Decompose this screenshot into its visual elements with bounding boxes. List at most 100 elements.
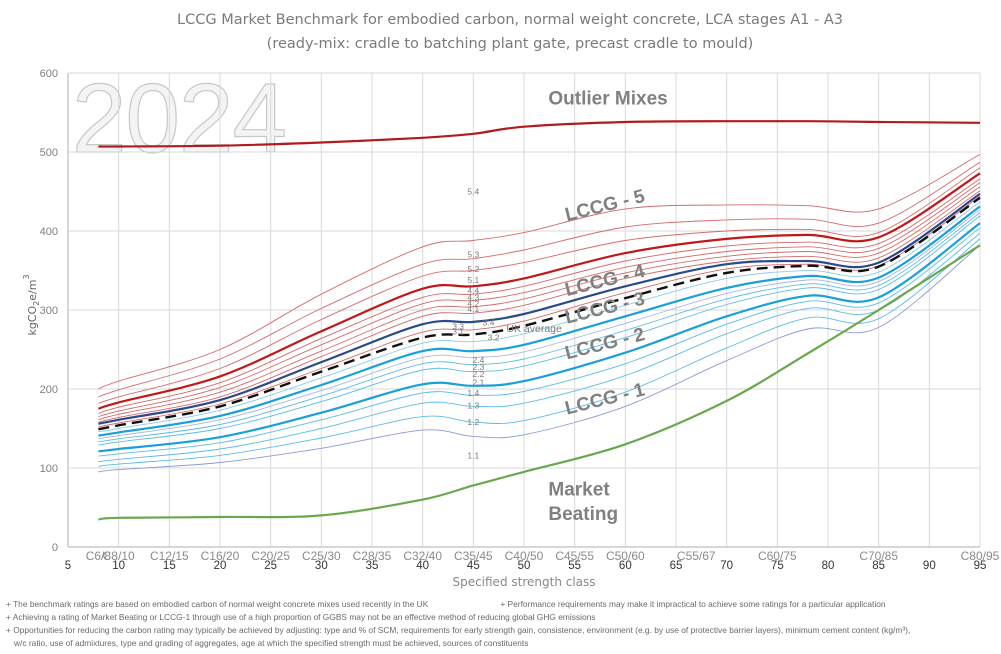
series-line-4-3: [98, 182, 981, 418]
x-tick-label: 15: [163, 560, 176, 572]
curve-label: UK average: [506, 323, 562, 335]
footnote-4: + Opportunities for reducing the carbon …: [6, 625, 911, 635]
curve-label: 5.1: [467, 275, 479, 285]
x-tick-label: 20: [214, 560, 227, 572]
x-tick-label: 90: [923, 560, 936, 572]
x-axis-label: Specified strength class: [452, 575, 595, 589]
strength-class-label: C32/40: [403, 549, 442, 563]
strength-class-label: C12/15: [150, 549, 189, 563]
curve-label: 3.3: [452, 322, 464, 332]
x-tick-label: 60: [619, 560, 632, 572]
x-tick-label: 75: [771, 560, 784, 572]
series-line-5-3: [98, 161, 981, 398]
series-line-3-2: [98, 201, 981, 433]
curve-label: 1.2: [467, 417, 479, 427]
curve-label: 1.4: [467, 388, 479, 398]
series-line-2-3: [98, 212, 981, 443]
x-tick-label: 45: [467, 560, 480, 572]
x-tick-label: 70: [720, 560, 733, 572]
curve-label: 3.1: [452, 326, 464, 336]
watermark-year: 2024: [72, 63, 286, 173]
x-tick-label: 40: [416, 560, 429, 572]
strength-class-label: C8/10: [103, 549, 135, 563]
x-tick-label: 30: [315, 560, 328, 572]
band-label: Outlier Mixes: [548, 89, 667, 110]
strength-class-label: C20/25: [251, 549, 290, 563]
x-tick-label: 65: [670, 560, 683, 572]
series-line-3-4: [98, 192, 981, 425]
series-line-5-4: [98, 154, 981, 390]
curve-label: 2.1: [472, 378, 484, 388]
band-label: Market: [548, 480, 610, 501]
curve-label: 3.2: [488, 333, 500, 343]
y-tick-label: 500: [40, 147, 58, 159]
curve-label: 4.4: [467, 285, 479, 295]
series-line-1-3: [98, 233, 981, 463]
series-line-4-4: [98, 178, 981, 414]
series-line-5-2: [98, 167, 981, 404]
series-line-5-1: [98, 172, 981, 410]
series-line-uk-average: [98, 196, 981, 431]
footnote-3: + Achieving a rating of Market Beating o…: [6, 612, 596, 622]
y-tick-label: 100: [40, 463, 58, 475]
strength-class-label: C25/30: [302, 549, 341, 563]
curve-label: 4.1: [467, 304, 479, 314]
strength-class-label: C6/8: [86, 549, 112, 563]
chart-title: LCCG Market Benchmark for embodied carbo…: [177, 12, 843, 52]
x-tick-label: 55: [568, 560, 581, 572]
series-line-1-2: [98, 238, 981, 467]
series-line-4-1: [98, 190, 981, 423]
y-axis-label: kgCO2e/m3: [22, 274, 41, 335]
chart: 2024 0 100 200 300 400 500 600 5 10 15 20 25 30 35 40 4…: [22, 62, 1000, 589]
x-tick-label: 10: [112, 560, 125, 572]
y-tick-label: 200: [40, 384, 58, 396]
strength-class-label: C50/60: [606, 549, 645, 563]
curve-label: 5.4: [467, 187, 479, 197]
strength-class-label: C60/75: [758, 549, 797, 563]
curve-label: 2.4: [472, 355, 484, 365]
x-tick-label: 85: [872, 560, 885, 572]
y-tick-label: 0: [52, 542, 58, 554]
series-line-4-2: [98, 186, 981, 421]
footnotes: + The benchmark ratings are based on emb…: [6, 598, 996, 650]
x-tick-label: 50: [518, 560, 531, 572]
curve-label: 2.3: [472, 362, 484, 372]
x-tick-label: 95: [974, 560, 987, 572]
series-line-1-4: [98, 227, 981, 457]
strength-class-label: C16/20: [201, 549, 240, 563]
strength-class-label: C55/67: [677, 549, 716, 563]
series-line-3-1: [98, 205, 981, 437]
footnote-2: + Performance requirements may make it i…: [500, 599, 886, 609]
y-tick-label: 400: [40, 226, 58, 238]
curve-label: 5.2: [467, 264, 479, 274]
footnote-5: w/c ratio, use of admixtures, type and g…: [14, 638, 529, 648]
strength-class-label: C80/95: [961, 549, 1000, 563]
curve-label: 5.3: [467, 250, 479, 260]
series-line-2-4: [98, 209, 981, 440]
x-tick-label: 5: [65, 560, 71, 572]
y-tick-label: 300: [40, 305, 58, 317]
band-label: Beating: [548, 504, 618, 525]
strength-class-label: C70/85: [859, 549, 898, 563]
series-line-3-3: [98, 195, 981, 428]
curve-label: 3.4: [483, 318, 495, 328]
strength-class-label: C45/55: [555, 549, 594, 563]
curve-label: 4.3: [467, 292, 479, 302]
series-line-market-beating: [98, 244, 981, 521]
strength-class-label: C35/45: [454, 549, 493, 563]
curve-label: 4.2: [467, 299, 479, 309]
strength-class-label: C40/50: [505, 549, 544, 563]
series-line-2-1: [98, 222, 981, 453]
band-label: LCCG - 5: [563, 186, 647, 226]
series-line-outlier: [98, 120, 981, 148]
footnote-1: + The benchmark ratings are based on emb…: [6, 599, 429, 609]
series-line-2-2: [98, 215, 981, 446]
x-tick-label: 35: [366, 560, 379, 572]
x-tick-label: 80: [822, 560, 835, 572]
x-tick-label: 25: [264, 560, 277, 572]
strength-class-label: C28/35: [353, 549, 392, 563]
curve-label: 1.3: [467, 401, 479, 411]
curve-label: 2.2: [472, 369, 484, 379]
curve-label: 1.1: [467, 450, 479, 460]
series-line-1-1: [98, 244, 981, 473]
